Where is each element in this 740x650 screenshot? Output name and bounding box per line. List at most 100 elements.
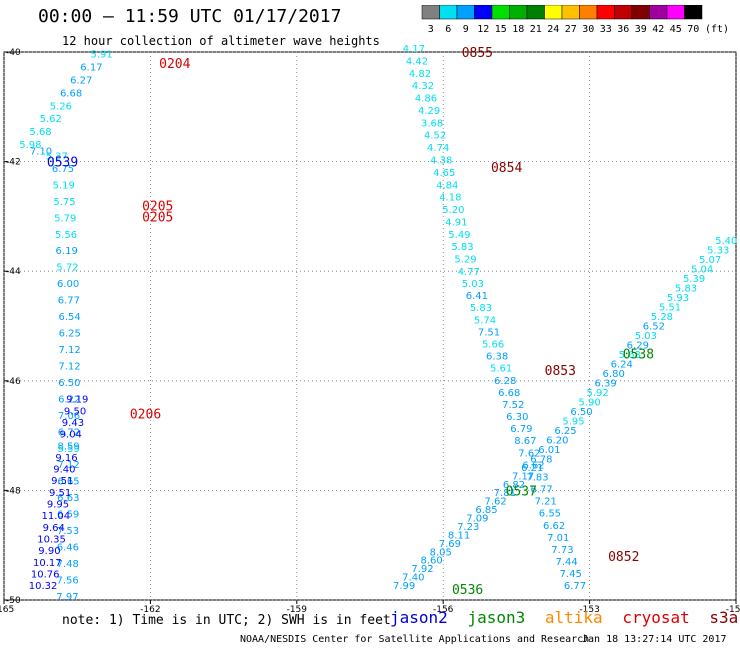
swh-value: 5.83 bbox=[675, 283, 697, 294]
swh-value: 6.75 bbox=[52, 164, 74, 175]
swh-value: 6.01 bbox=[538, 445, 560, 456]
y-tick-label: -48 bbox=[6, 486, 21, 496]
swh-value: 8.11 bbox=[448, 530, 470, 541]
swh-value: 5.29 bbox=[454, 255, 476, 266]
scale-label: 18 bbox=[512, 24, 524, 35]
legend-altika: altika bbox=[544, 608, 603, 627]
swh-value: 6.85 bbox=[475, 505, 497, 516]
swh-value: 7.83 bbox=[526, 473, 548, 484]
swh-value: 6.59 bbox=[57, 510, 79, 521]
swh-value: 10.17 bbox=[33, 558, 62, 569]
swh-value: 9.04 bbox=[60, 430, 82, 441]
swh-value: 6.54 bbox=[58, 312, 80, 323]
swh-value: 7.52 bbox=[502, 400, 524, 411]
swh-value: 5.95 bbox=[562, 416, 584, 427]
swh-value: 5.51 bbox=[659, 302, 681, 313]
legend-jason2: jason2 bbox=[390, 608, 448, 627]
swh-value: 6.25 bbox=[59, 328, 81, 339]
swh-value: 5.03 bbox=[635, 331, 657, 342]
swh-value: 5.66 bbox=[482, 339, 504, 350]
scale-swatch bbox=[684, 5, 703, 20]
swh-value: 4.82 bbox=[409, 69, 431, 80]
swh-value: 9.51 bbox=[51, 476, 73, 487]
swh-value: 6.38 bbox=[486, 352, 508, 363]
swh-value: 5.03 bbox=[462, 279, 484, 290]
swh-value: 6.52 bbox=[643, 321, 665, 332]
y-tick-label: -40 bbox=[6, 48, 21, 58]
scale-label: 45 bbox=[670, 24, 682, 35]
swh-value: 7.97 bbox=[56, 592, 78, 603]
scale-label: 42 bbox=[652, 24, 664, 35]
scale-label: 21 bbox=[530, 24, 542, 35]
swh-value: 4.17 bbox=[403, 44, 425, 55]
credit-line: NOAA/NESDIS Center for Satellite Applica… bbox=[240, 634, 590, 645]
x-tick-label: -150 bbox=[726, 605, 740, 615]
swh-value: 6.77 bbox=[564, 581, 586, 592]
swh-value: 5.62 bbox=[40, 114, 62, 125]
swh-value: 7.99 bbox=[393, 581, 415, 592]
swh-value: 7.09 bbox=[466, 514, 488, 525]
swh-value: 5.04 bbox=[691, 264, 713, 275]
swh-value: 6.55 bbox=[539, 509, 561, 520]
pass-time-label: 0539 bbox=[47, 156, 78, 171]
swh-value: 6.28 bbox=[494, 376, 516, 387]
swh-value: 6.82 bbox=[503, 480, 525, 491]
swh-value: 5.83 bbox=[470, 303, 492, 314]
swh-value: 7.12 bbox=[59, 345, 81, 356]
swh-value: 5.49 bbox=[448, 230, 470, 241]
swh-value: 7.40 bbox=[402, 573, 424, 584]
swh-value: 5.74 bbox=[474, 315, 496, 326]
pass-time-label: 0855 bbox=[462, 46, 493, 61]
swh-value: 7.01 bbox=[547, 533, 569, 544]
swh-value: 6.77 bbox=[530, 485, 552, 496]
swh-value: 5.91 bbox=[90, 49, 112, 60]
swh-value: 5.61 bbox=[490, 364, 512, 375]
swh-value: 4.91 bbox=[445, 217, 467, 228]
swh-value: 9.16 bbox=[55, 453, 77, 464]
swh-value: 9.40 bbox=[53, 465, 75, 476]
swh-value: 5.72 bbox=[56, 263, 78, 274]
swh-value: 6.78 bbox=[530, 454, 552, 465]
swh-value: 4.84 bbox=[436, 180, 458, 191]
scale-label: 27 bbox=[565, 24, 577, 35]
swh-value: 5.33 bbox=[707, 245, 729, 256]
swh-value: 5.75 bbox=[53, 197, 75, 208]
swh-value: 7.62 bbox=[518, 448, 540, 459]
swh-value: 5.28 bbox=[651, 312, 673, 323]
swh-value: 4.18 bbox=[439, 193, 461, 204]
swh-value: 5.40 bbox=[715, 236, 737, 247]
swh-value: 10.35 bbox=[37, 534, 66, 545]
y-tick-label: -50 bbox=[6, 596, 21, 606]
swh-value: 10.76 bbox=[31, 569, 60, 580]
swh-value: 6.21 bbox=[521, 463, 543, 474]
scale-label: 36 bbox=[617, 24, 629, 35]
swh-value: 7.45 bbox=[560, 569, 582, 580]
pass-time-label: 0204 bbox=[159, 57, 190, 72]
swh-value: 6.22 bbox=[58, 394, 80, 405]
swh-value: 7.92 bbox=[411, 564, 433, 575]
swh-value: 4.42 bbox=[406, 56, 428, 67]
swh-value: 9.95 bbox=[47, 500, 69, 511]
scale-label: 3 bbox=[428, 24, 434, 35]
swh-value: 4.32 bbox=[412, 81, 434, 92]
swh-value: 6.29 bbox=[627, 340, 649, 351]
pass-time-label: 0852 bbox=[608, 550, 639, 565]
swh-value: 9.64 bbox=[43, 523, 65, 534]
swh-value: 6.79 bbox=[510, 424, 532, 435]
swh-value: 6.24 bbox=[611, 359, 633, 370]
scale-unit: (ft) bbox=[705, 24, 729, 35]
swh-value: 6.46 bbox=[57, 543, 79, 554]
swh-value: 5.56 bbox=[55, 230, 77, 241]
swh-value: 7.21 bbox=[535, 497, 557, 508]
generated-timestamp: Jan 18 13:27:14 UTC 2017 bbox=[582, 634, 727, 645]
swh-value: 6.63 bbox=[57, 493, 79, 504]
chart-subtitle: 12 hour collection of altimeter wave hei… bbox=[62, 34, 380, 48]
swh-value: 4.38 bbox=[430, 155, 452, 166]
legend-cryosat: cryosat bbox=[622, 608, 690, 627]
x-tick-label: -159 bbox=[287, 605, 308, 615]
swh-value: 4.65 bbox=[433, 168, 455, 179]
scale-label: 33 bbox=[600, 24, 612, 35]
scale-label: 15 bbox=[495, 24, 507, 35]
swh-value: 4.52 bbox=[424, 131, 446, 142]
